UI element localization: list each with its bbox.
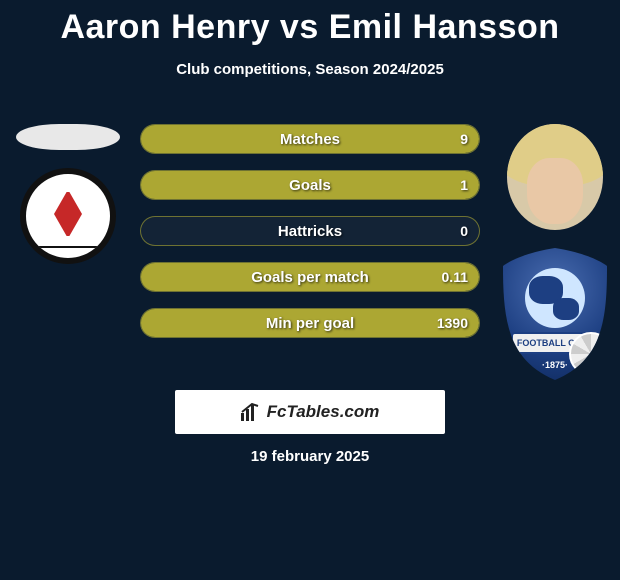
page-title: Aaron Henry vs Emil Hansson [0, 0, 620, 47]
badge-year: ·1875· [503, 360, 607, 370]
watermark: FcTables.com [175, 390, 445, 434]
generated-date: 19 february 2025 [0, 448, 620, 465]
stat-bar: Min per goal1390 [140, 308, 480, 338]
page-subtitle: Club competitions, Season 2024/2025 [0, 61, 620, 78]
bar-label: Goals per match [140, 262, 480, 292]
bar-label: Goals [140, 170, 480, 200]
badge-globe [525, 268, 585, 328]
bar-label: Min per goal [140, 308, 480, 338]
bar-value-right: 0 [460, 216, 468, 246]
left-player-column [8, 124, 128, 264]
chart-icon [241, 403, 261, 421]
bar-value-right: 9 [460, 124, 468, 154]
bar-value-right: 0.11 [442, 262, 468, 292]
stat-bar: Matches9 [140, 124, 480, 154]
stat-bar: Goals1 [140, 170, 480, 200]
watermark-text: FcTables.com [267, 402, 380, 422]
stats-bars: Matches9Goals1Hattricks0Goals per match0… [140, 124, 480, 354]
badge-ball [569, 332, 613, 376]
comparison-infographic: Aaron Henry vs Emil Hansson Club competi… [0, 0, 620, 580]
photo-face [527, 158, 583, 224]
bar-value-right: 1 [460, 170, 468, 200]
bar-label: Matches [140, 124, 480, 154]
right-player-column: FOOTBALL CLUB ·1875· [500, 124, 610, 380]
right-club-badge: FOOTBALL CLUB ·1875· [503, 248, 607, 380]
stat-bar: Goals per match0.11 [140, 262, 480, 292]
left-club-badge [20, 168, 116, 264]
left-player-photo-placeholder [16, 124, 120, 150]
stat-bar: Hattricks0 [140, 216, 480, 246]
bar-value-right: 1390 [437, 308, 468, 338]
badge-ring [26, 174, 110, 258]
bar-label: Hattricks [140, 216, 480, 246]
right-player-photo [507, 124, 603, 230]
